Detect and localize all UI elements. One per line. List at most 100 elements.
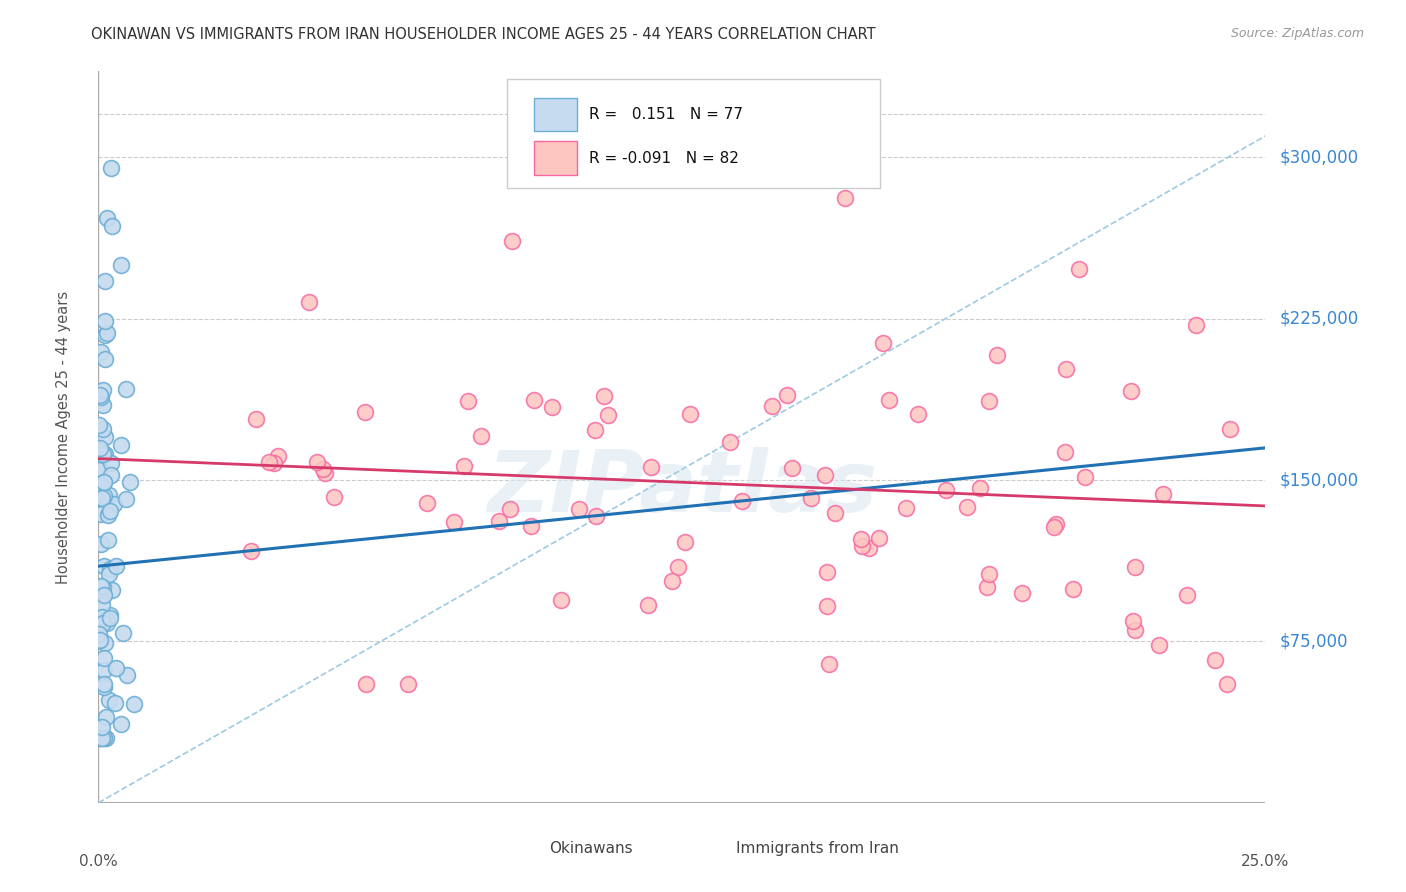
Point [91, 609, 114, 624]
Point [89, 459, 111, 474]
Point [93, 588, 115, 602]
Point [470, 429, 492, 443]
Point [98, 610, 121, 624]
Text: 0.0%: 0.0% [79, 854, 118, 869]
Point [969, 481, 991, 495]
Point [89, 483, 111, 498]
Point [416, 496, 439, 510]
Point [105, 661, 128, 675]
FancyBboxPatch shape [502, 838, 546, 859]
Point [98, 562, 121, 576]
Point [1185, 318, 1208, 333]
Text: 25.0%: 25.0% [1241, 854, 1289, 869]
Point [453, 458, 475, 473]
Point [1123, 624, 1146, 638]
Point [91, 447, 114, 461]
Point [307, 455, 329, 469]
Point [93, 489, 115, 503]
Point [907, 407, 929, 421]
Point [1204, 653, 1226, 667]
Point [1045, 517, 1067, 532]
Point [96, 616, 118, 631]
Text: $300,000: $300,000 [1279, 148, 1358, 167]
Point [90, 537, 112, 551]
Point [89, 731, 111, 746]
Point [640, 459, 662, 474]
Point [110, 437, 132, 451]
Point [979, 393, 1001, 408]
Text: $150,000: $150,000 [1279, 471, 1358, 489]
Point [90, 731, 112, 746]
Point [96, 326, 118, 340]
Point [93, 475, 115, 489]
Point [90, 578, 112, 592]
Point [815, 599, 838, 614]
Point [585, 508, 607, 523]
Point [103, 498, 125, 512]
Point [89, 633, 111, 648]
Point [89, 626, 111, 640]
Point [1175, 588, 1198, 602]
Point [568, 501, 591, 516]
Point [96, 211, 118, 225]
Point [499, 502, 522, 516]
Point [353, 405, 375, 419]
Point [98, 488, 121, 502]
Point [731, 493, 754, 508]
Point [93, 731, 115, 746]
Point [720, 434, 742, 449]
Point [263, 456, 285, 470]
Point [110, 717, 132, 731]
Point [323, 490, 346, 504]
Point [679, 407, 702, 421]
Point [93, 580, 115, 594]
Point [877, 393, 900, 408]
Point [1147, 638, 1170, 652]
Point [94, 275, 117, 289]
Point [1067, 262, 1090, 277]
Point [592, 389, 614, 403]
Point [523, 392, 546, 407]
Point [1011, 586, 1033, 600]
Point [94, 447, 117, 461]
Point [90, 507, 112, 521]
Point [761, 399, 783, 413]
Text: Immigrants from Iran: Immigrants from Iran [735, 841, 898, 856]
Point [110, 258, 132, 272]
Point [91, 491, 114, 505]
Point [122, 697, 145, 711]
Point [818, 657, 841, 672]
Point [104, 558, 127, 573]
Point [666, 560, 689, 574]
Point [1123, 560, 1146, 574]
Point [97, 508, 120, 523]
Point [501, 234, 523, 248]
Point [858, 541, 880, 555]
Point [800, 491, 823, 505]
Point [851, 539, 873, 553]
Point [98, 503, 121, 517]
Text: OKINAWAN VS IMMIGRANTS FROM IRAN HOUSEHOLDER INCOME AGES 25 - 44 YEARS CORRELATI: OKINAWAN VS IMMIGRANTS FROM IRAN HOUSEHO… [91, 27, 876, 42]
Point [93, 680, 115, 694]
Point [1054, 362, 1077, 376]
Point [90, 345, 112, 359]
Point [986, 347, 1008, 361]
Point [97, 533, 120, 548]
Point [94, 612, 117, 626]
Point [104, 696, 127, 710]
Point [935, 483, 957, 497]
Point [673, 535, 696, 549]
Point [100, 161, 122, 176]
Point [90, 731, 112, 746]
Point [89, 632, 111, 647]
Text: $225,000: $225,000 [1279, 310, 1358, 327]
Point [89, 388, 111, 402]
Point [267, 449, 290, 463]
Point [93, 314, 115, 328]
Point [89, 441, 111, 455]
Point [89, 463, 111, 477]
Point [311, 462, 333, 476]
Point [93, 636, 115, 650]
Point [1216, 677, 1239, 691]
Point [100, 468, 122, 483]
